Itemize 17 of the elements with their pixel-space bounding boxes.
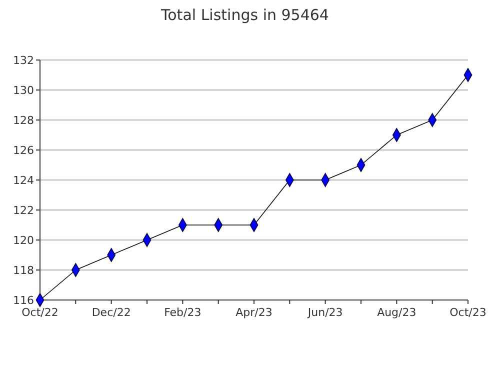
y-tick-label: 132	[13, 54, 34, 67]
x-tick-label: Aug/23	[377, 306, 416, 319]
y-tick-label: 128	[13, 114, 34, 127]
x-tick-label: Apr/23	[236, 306, 272, 319]
x-tick-label: Feb/23	[164, 306, 202, 319]
y-tick-label: 118	[13, 264, 34, 277]
y-tick-label: 124	[13, 174, 34, 187]
y-tick-label: 120	[13, 234, 34, 247]
y-tick-label: 130	[13, 84, 34, 97]
y-tick-label: 126	[13, 144, 34, 157]
y-tick-label: 122	[13, 204, 34, 217]
x-tick-label: Dec/22	[92, 306, 131, 319]
y-tick-label: 116	[13, 294, 34, 307]
x-tick-label: Oct/22	[22, 306, 58, 319]
x-tick-label: Jun/23	[306, 306, 343, 319]
chart-title: Total Listings in 95464	[160, 6, 329, 24]
x-tick-label: Oct/23	[450, 306, 486, 319]
